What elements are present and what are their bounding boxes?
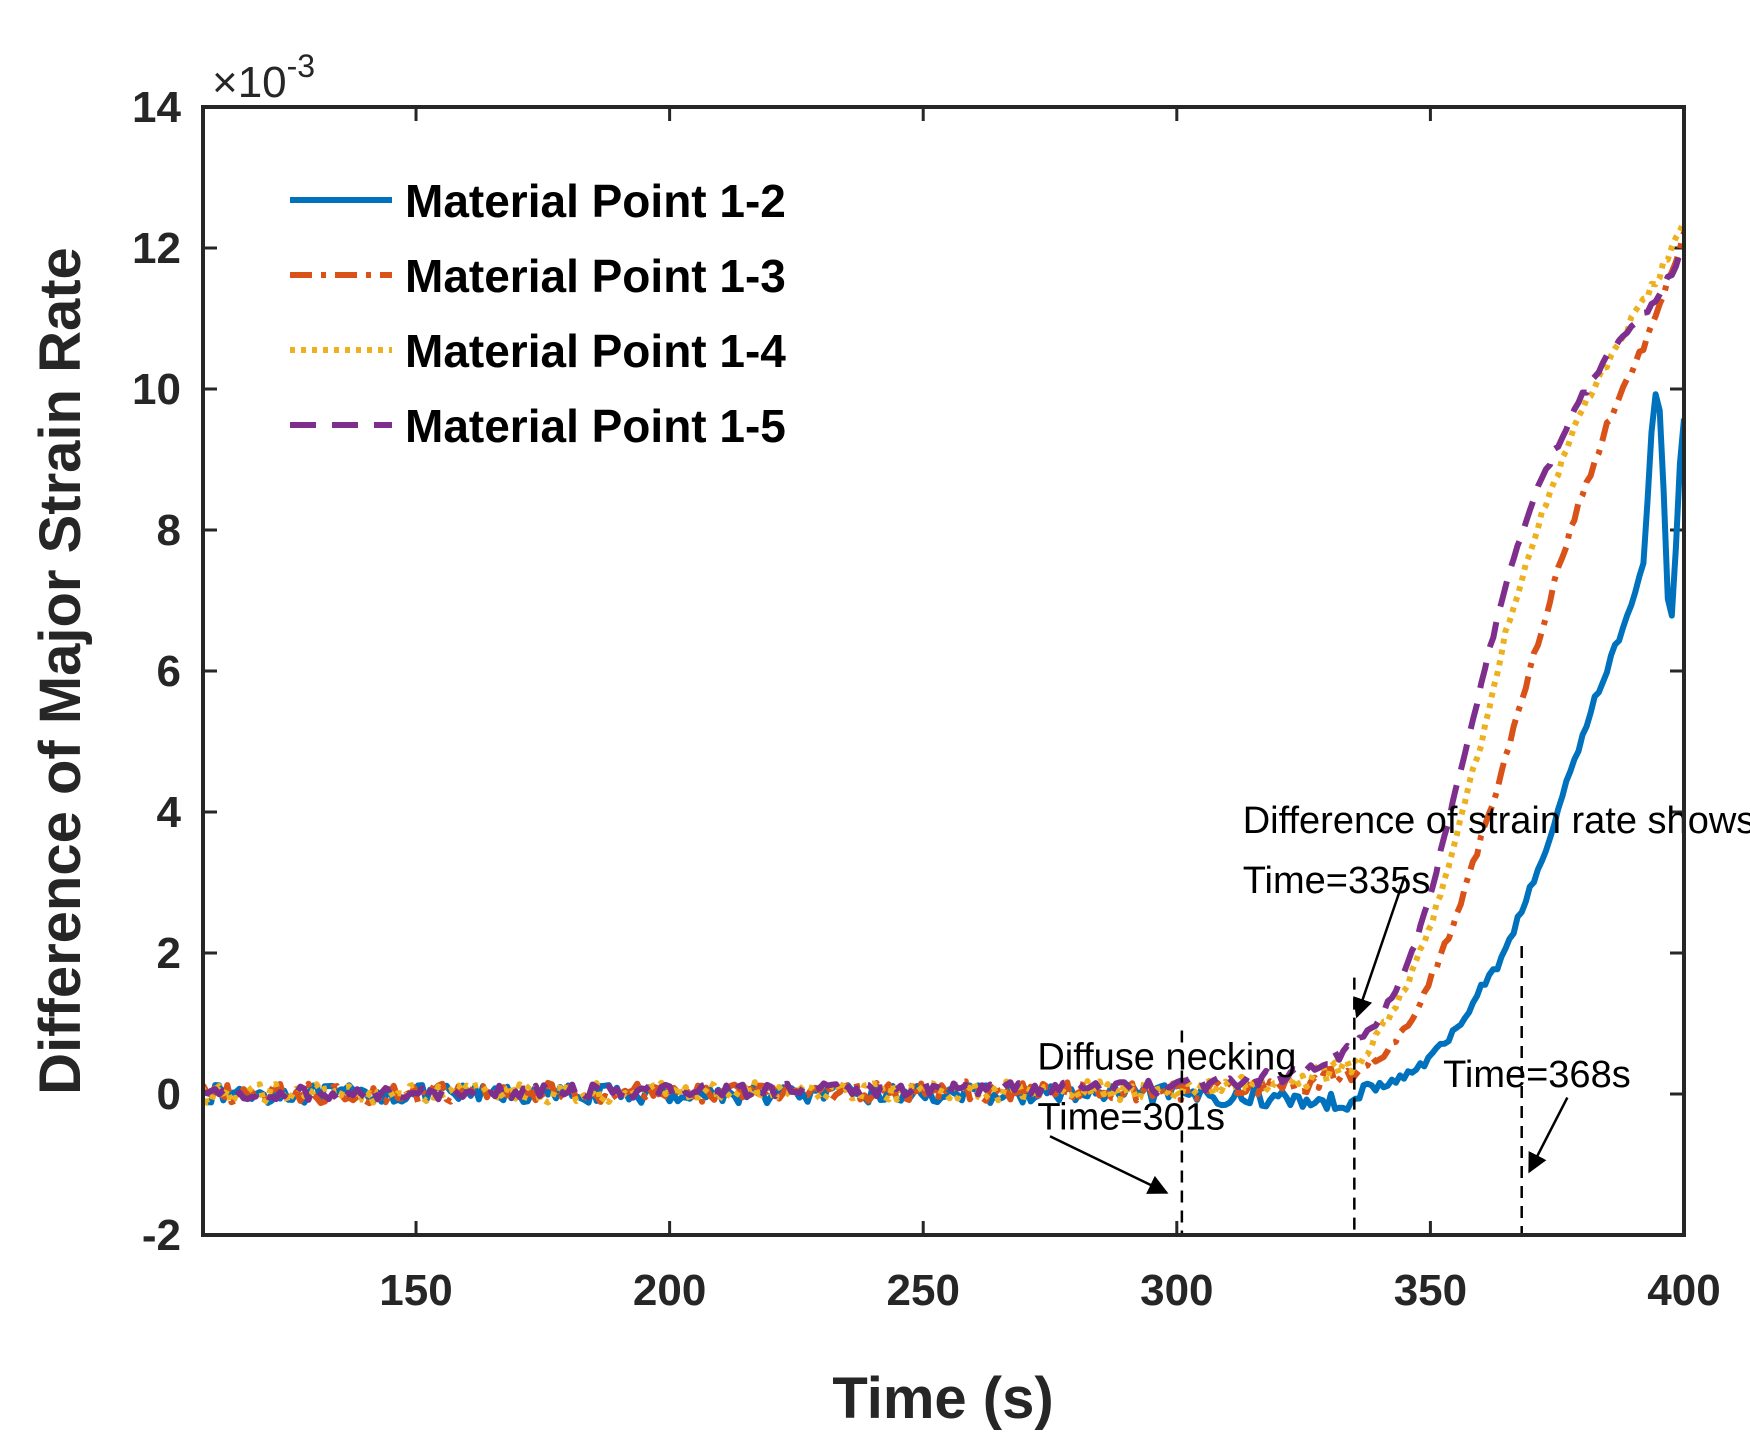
y-tick-label: -2 [142, 1211, 181, 1260]
y-tick-label: 12 [132, 224, 181, 273]
series-line-4 [203, 248, 1684, 1103]
legend: Material Point 1-2 Material Point 1-3 Mate… [290, 175, 786, 452]
y-tick-label: 14 [132, 83, 181, 132]
annotation-text: Time=301s [1037, 1096, 1225, 1138]
x-tick-label: 300 [1140, 1266, 1213, 1315]
annotations: Difference of strain rate showsTime=335s… [1037, 800, 1750, 1194]
annotation-arrow [1049, 1135, 1169, 1194]
series-layer [203, 219, 1684, 1113]
legend-label: Material Point 1-4 [405, 325, 786, 377]
legend-label: Material Point 1-2 [405, 175, 786, 227]
y-tick-label: 0 [157, 1070, 181, 1119]
annotation-arrow [1528, 1096, 1569, 1174]
x-tick-labels: 150 200 250 300 350 400 [379, 1266, 1720, 1315]
y-tick-label: 2 [157, 929, 181, 978]
annotation-text: Time=368s [1443, 1054, 1631, 1096]
legend-label: Material Point 1-3 [405, 250, 786, 302]
series-line-3 [203, 219, 1684, 1107]
annotation-text: Diffuse necking [1037, 1036, 1296, 1078]
y-axis-title: Difference of Major Strain Rate [28, 247, 93, 1095]
x-tick-label: 400 [1647, 1266, 1720, 1315]
plot-frame [201, 105, 1686, 1237]
y-tick-label: 10 [132, 365, 181, 414]
x-tick-label: 350 [1394, 1266, 1467, 1315]
x-tick-label: 200 [633, 1266, 706, 1315]
x-tick-label: 150 [379, 1266, 452, 1315]
annotation-arrow [1353, 875, 1407, 1019]
y-tick-label: 8 [157, 506, 181, 555]
legend-label: Material Point 1-5 [405, 400, 786, 452]
series-line-2 [203, 231, 1684, 1107]
annotation-text: Difference of strain rate shows [1243, 800, 1750, 842]
y-tick-label: 6 [157, 647, 181, 696]
y-tick-label: 4 [157, 788, 182, 837]
x-tick-label: 250 [887, 1266, 960, 1315]
x-axis-title: Time (s) [832, 1366, 1053, 1431]
y-tick-labels: -2 0 2 4 6 8 10 12 14 [132, 83, 181, 1260]
marker-lines [1180, 945, 1523, 1235]
y-exponent: ×10-3 [212, 48, 315, 107]
